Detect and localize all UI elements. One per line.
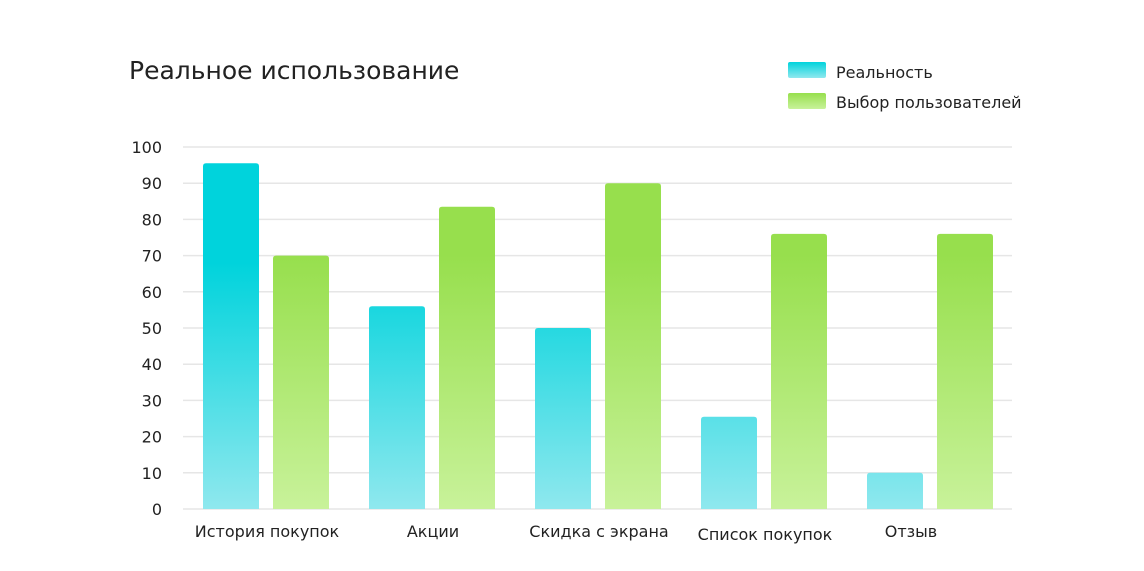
y-tick-label-20: 20 [142,428,162,447]
y-tick-label-70: 70 [142,247,162,266]
y-tick-label-60: 60 [142,283,162,302]
legend-label-series-1: Выбор пользователей [836,93,1022,112]
y-tick-label-90: 90 [142,174,162,193]
y-tick-label-100: 100 [131,138,162,157]
bar-series-1-0 [273,255,329,509]
bar-series-0-4 [867,472,923,509]
bar-series-1-1 [439,206,495,510]
x-category-label-0: История покупок [195,522,340,541]
bar-series-1-2 [605,183,661,509]
y-tick-label-80: 80 [142,210,162,229]
chart-title: Реальное использование [129,56,459,85]
legend-label-series-0: Реальность [836,63,933,82]
x-category-label-4: Отзыв [885,522,937,541]
x-category-label-2: Скидка с экрана [529,522,668,541]
bar-series-0-1 [369,306,425,509]
bar-series-0-3 [701,416,757,509]
x-axis-categories: История покупок Акции Скидка с экрана Списо… [195,522,937,544]
y-tick-label-30: 30 [142,391,162,410]
y-axis-ticks: 0 10 20 30 40 50 60 70 80 90 100 [131,138,162,519]
legend: Реальность Выбор пользователей [788,62,1022,112]
x-category-label-1: Акции [407,522,459,541]
legend-swatch-series-0 [788,62,826,78]
bar-series-1-4 [937,233,993,509]
y-tick-label-40: 40 [142,355,162,374]
bar-series-0-2 [535,328,591,509]
bar-series-1-3 [771,233,827,509]
legend-swatch-series-1 [788,93,826,109]
bars [203,163,993,510]
bar-series-0-0 [203,163,259,510]
y-tick-label-50: 50 [142,319,162,338]
y-tick-label-0: 0 [152,500,162,519]
x-category-label-3: Список покупок [698,525,833,544]
y-tick-label-10: 10 [142,464,162,483]
